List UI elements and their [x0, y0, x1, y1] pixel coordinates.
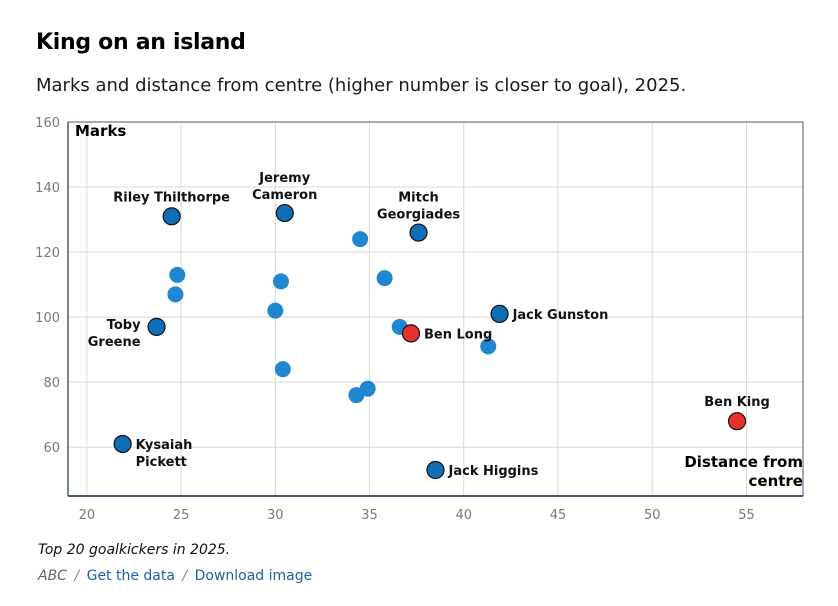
data-point[interactable]	[480, 338, 497, 355]
point-label: Ben King	[704, 395, 770, 410]
y-tick-label: 80	[43, 376, 60, 391]
source-label: ABC	[38, 568, 67, 584]
point-label: Jack Higgins	[448, 464, 539, 479]
chart-footnote: Top 20 goalkickers in 2025.	[38, 542, 231, 558]
y-tick-label: 120	[35, 246, 60, 261]
data-point-jeremy-cameron[interactable]	[275, 203, 294, 223]
x-tick-label: 40	[455, 508, 472, 523]
chart-title: King on an island	[36, 30, 246, 55]
data-point-kysaiah-pickett[interactable]	[113, 434, 132, 454]
y-tick-label: 60	[43, 441, 60, 456]
y-axis-title: Marks	[75, 122, 126, 140]
chart-credits: ABC / Get the data / Download image	[38, 568, 312, 584]
x-tick-label: 25	[173, 508, 190, 523]
point-label: Toby	[107, 318, 141, 333]
y-tick-label: 140	[35, 181, 60, 196]
data-point-mitch-georgiades[interactable]	[409, 223, 428, 242]
x-tick-label: 45	[550, 508, 567, 523]
y-tick-label: 100	[35, 311, 60, 326]
point-label: Greene	[88, 335, 141, 350]
download-image-link[interactable]: Download image	[194, 568, 313, 584]
data-point[interactable]	[352, 231, 369, 248]
x-axis-title: Distance from	[684, 453, 803, 471]
point-label: Pickett	[136, 455, 187, 470]
credits-separator: /	[74, 568, 80, 584]
data-point-ben-long[interactable]	[401, 324, 421, 343]
data-point[interactable]	[272, 273, 289, 290]
data-point[interactable]	[348, 387, 365, 404]
data-point[interactable]	[267, 302, 284, 319]
y-tick-label: 160	[35, 116, 60, 131]
x-tick-label: 35	[361, 508, 378, 523]
point-label: Georgiades	[377, 208, 460, 223]
point-label: Riley Thilthorpe	[113, 190, 230, 205]
data-point-toby-greene[interactable]	[147, 317, 166, 336]
data-point[interactable]	[376, 270, 393, 287]
get-data-link[interactable]: Get the data	[86, 568, 175, 584]
x-tick-label: 30	[267, 508, 284, 523]
data-point-jack-higgins[interactable]	[426, 460, 445, 480]
point-label: Cameron	[252, 188, 317, 203]
credits-separator: /	[182, 568, 188, 584]
point-label: Ben Long	[424, 327, 492, 342]
data-point[interactable]	[167, 286, 184, 303]
x-tick-label: 20	[79, 508, 96, 523]
chart-subtitle: Marks and distance from centre (higher n…	[36, 75, 687, 96]
point-label: Jeremy	[258, 171, 310, 186]
point-label: Kysaiah	[136, 438, 193, 453]
data-point[interactable]	[274, 361, 291, 378]
data-point-ben-king[interactable]	[727, 412, 747, 431]
point-label: Jack Gunston	[512, 308, 609, 323]
data-point-jack-gunston[interactable]	[490, 304, 509, 323]
x-tick-label: 50	[644, 508, 661, 523]
x-axis-title: centre	[749, 472, 804, 490]
point-label: Mitch	[398, 191, 439, 206]
x-tick-label: 55	[738, 508, 755, 523]
data-point[interactable]	[169, 266, 186, 283]
data-point-riley-thilthorpe[interactable]	[162, 207, 181, 226]
scatter-chart: 60 80 100 120 140 160 20 25 30 35 40 45 50 55 Marks Dis…	[35, 116, 804, 523]
